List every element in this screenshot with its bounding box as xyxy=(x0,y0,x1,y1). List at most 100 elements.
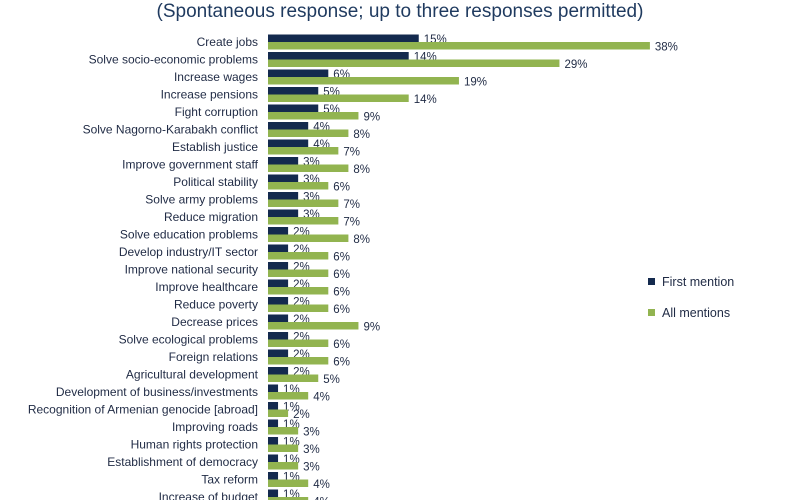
first-mention-bar xyxy=(268,297,289,305)
all-mentions-value-label: 6% xyxy=(333,269,350,281)
all-mentions-bar xyxy=(268,374,319,382)
first-mention-bar xyxy=(268,332,289,340)
legend-label-first-mention: First mention xyxy=(662,275,734,289)
first-mention-bar xyxy=(268,87,319,95)
all-mentions-bar xyxy=(268,182,329,190)
all-mentions-bar xyxy=(268,112,359,120)
all-mentions-value-label: 9% xyxy=(363,322,380,334)
category-label: Improve national security xyxy=(125,263,258,277)
category-label: Foreign relations xyxy=(169,350,258,364)
first-mention-bar xyxy=(268,489,279,497)
category-label: Political stability xyxy=(173,175,258,189)
category-label: Increase of budget xyxy=(159,490,259,500)
category-label: Solve army problems xyxy=(145,193,258,207)
category-label: Reduce migration xyxy=(164,210,258,224)
first-mention-bar xyxy=(268,384,279,392)
all-mentions-bar xyxy=(268,94,409,102)
first-mention-value-label: 1% xyxy=(283,489,300,500)
category-label: Develop industry/IT sector xyxy=(119,245,258,259)
all-mentions-value-label: 4% xyxy=(313,497,330,500)
all-mentions-value-label: 29% xyxy=(564,59,587,71)
first-mention-bar xyxy=(268,69,329,77)
first-mention-bar xyxy=(268,314,289,322)
all-mentions-value-label: 4% xyxy=(313,479,330,491)
first-mention-bar xyxy=(268,34,419,42)
all-mentions-bar xyxy=(268,304,329,312)
category-label: Improve government staff xyxy=(122,158,259,172)
first-mention-bar xyxy=(268,192,299,200)
first-mention-bar xyxy=(268,349,289,357)
all-mentions-bar xyxy=(268,129,349,137)
first-mention-bar xyxy=(268,52,409,60)
all-mentions-bar xyxy=(268,479,309,487)
all-mentions-bar xyxy=(268,357,329,365)
all-mentions-value-label: 3% xyxy=(303,462,320,474)
all-mentions-bar xyxy=(268,392,309,400)
category-label: Tax reform xyxy=(201,473,258,487)
category-label: Fight corruption xyxy=(175,105,258,119)
category-label: Solve ecological problems xyxy=(119,333,258,347)
all-mentions-bar xyxy=(268,234,349,242)
all-mentions-value-label: 6% xyxy=(333,357,350,369)
category-label: Establish justice xyxy=(172,140,258,154)
all-mentions-value-label: 2% xyxy=(293,409,310,421)
first-mention-bar xyxy=(268,139,309,147)
category-label: Create jobs xyxy=(197,35,258,49)
all-mentions-bar xyxy=(268,59,560,67)
all-mentions-value-label: 3% xyxy=(303,444,320,456)
first-mention-bar xyxy=(268,472,279,480)
category-label: Decrease prices xyxy=(171,315,258,329)
category-label: Solve education problems xyxy=(120,228,258,242)
first-mention-bar xyxy=(268,104,319,112)
all-mentions-bar xyxy=(268,77,459,85)
first-mention-bar xyxy=(268,367,289,375)
all-mentions-value-label: 6% xyxy=(333,287,350,299)
legend-swatch-first-mention xyxy=(648,278,655,285)
all-mentions-bar xyxy=(268,339,329,347)
category-label: Improve healthcare xyxy=(155,280,258,294)
bars-group: Create jobs 15%38%Solve socio-economic pr… xyxy=(28,34,678,500)
first-mention-bar xyxy=(268,174,299,182)
first-mention-bar xyxy=(268,227,289,235)
all-mentions-value-label: 19% xyxy=(464,77,487,89)
category-label: Development of business/investments xyxy=(56,385,258,399)
all-mentions-bar xyxy=(268,42,650,50)
category-label: Agricultural development xyxy=(126,368,259,382)
all-mentions-bar xyxy=(268,147,339,155)
all-mentions-value-label: 38% xyxy=(655,42,678,54)
all-mentions-value-label: 7% xyxy=(343,199,360,211)
category-label: Increase wages xyxy=(174,70,258,84)
all-mentions-value-label: 5% xyxy=(323,374,340,386)
all-mentions-bar xyxy=(268,497,309,500)
all-mentions-value-label: 8% xyxy=(353,164,370,176)
all-mentions-bar xyxy=(268,427,299,435)
all-mentions-value-label: 7% xyxy=(343,147,360,159)
category-label: Recognition of Armenian genocide [abroad… xyxy=(28,403,258,417)
category-label: Solve socio-economic problems xyxy=(89,53,258,67)
all-mentions-bar xyxy=(268,462,299,470)
legend-swatch-all-mentions xyxy=(648,309,655,316)
all-mentions-value-label: 6% xyxy=(333,339,350,351)
first-mention-bar xyxy=(268,402,279,410)
all-mentions-value-label: 6% xyxy=(333,304,350,316)
all-mentions-bar xyxy=(268,322,359,330)
all-mentions-value-label: 8% xyxy=(353,234,370,246)
first-mention-bar xyxy=(268,454,279,462)
category-label: Establishment of democracy xyxy=(107,455,258,469)
first-mention-bar xyxy=(268,209,299,217)
all-mentions-bar xyxy=(268,199,339,207)
first-mention-bar xyxy=(268,244,289,252)
all-mentions-value-label: 6% xyxy=(333,252,350,264)
all-mentions-value-label: 8% xyxy=(353,129,370,141)
all-mentions-value-label: 14% xyxy=(414,94,437,106)
category-label: Increase pensions xyxy=(161,88,258,102)
all-mentions-value-label: 9% xyxy=(363,112,380,124)
first-mention-bar xyxy=(268,279,289,287)
first-mention-bar xyxy=(268,262,289,270)
all-mentions-value-label: 4% xyxy=(313,392,330,404)
first-mention-bar xyxy=(268,437,279,445)
legend: First mention All mentions xyxy=(648,275,734,320)
all-mentions-bar xyxy=(268,269,329,277)
first-mention-bar xyxy=(268,157,299,165)
